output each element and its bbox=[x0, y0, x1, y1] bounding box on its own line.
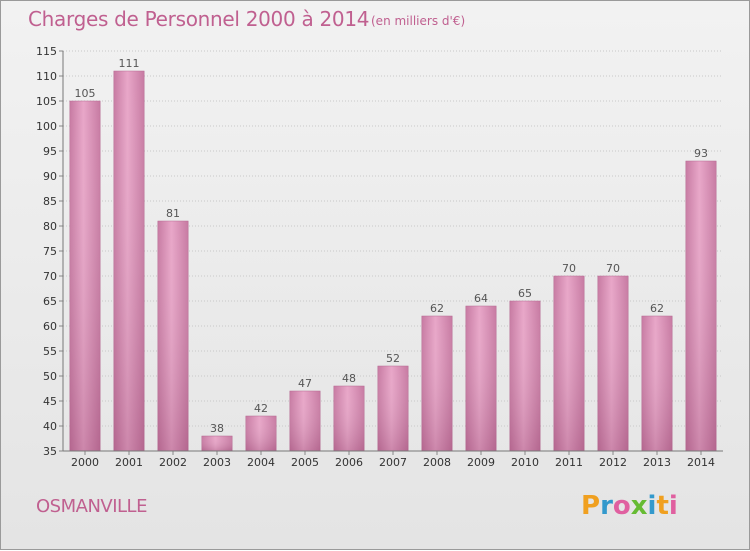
y-tick-label: 115 bbox=[36, 45, 57, 58]
value-label: 111 bbox=[119, 57, 140, 70]
y-tick-label: 35 bbox=[43, 445, 57, 458]
bar-shade bbox=[553, 276, 585, 451]
logo-letter: x bbox=[630, 491, 648, 521]
y-tick-label: 65 bbox=[43, 295, 57, 308]
bar-shade bbox=[509, 301, 541, 451]
x-tick-label: 2001 bbox=[115, 456, 143, 469]
value-label: 52 bbox=[386, 352, 400, 365]
logo-letter: P bbox=[581, 491, 601, 521]
bar-shade bbox=[685, 161, 717, 451]
y-tick-label: 45 bbox=[43, 395, 57, 408]
y-tick-label: 75 bbox=[43, 245, 57, 258]
value-label: 81 bbox=[166, 207, 180, 220]
bar-shade bbox=[333, 386, 365, 451]
value-label: 62 bbox=[430, 302, 444, 315]
bar-shade bbox=[157, 221, 189, 451]
y-axis-ticks: 35 40 45 50 55 60 65 70 75 80 85 90 95 100 105 110 115 bbox=[36, 45, 63, 458]
y-tick-label: 100 bbox=[36, 120, 57, 133]
commune-name: OSMANVILLE bbox=[36, 496, 147, 517]
x-tick-label: 2010 bbox=[511, 456, 539, 469]
value-label: 105 bbox=[75, 87, 96, 100]
x-tick-label: 2013 bbox=[643, 456, 671, 469]
value-label: 62 bbox=[650, 302, 664, 315]
y-tick-label: 85 bbox=[43, 195, 57, 208]
bar-shade bbox=[289, 391, 321, 451]
value-label: 38 bbox=[210, 422, 224, 435]
logo-letter: t bbox=[656, 491, 669, 521]
logo-letter: o bbox=[612, 491, 631, 521]
value-label: 65 bbox=[518, 287, 532, 300]
axes bbox=[62, 51, 723, 452]
logo-letter: r bbox=[600, 491, 613, 521]
y-tick-label: 70 bbox=[43, 270, 57, 283]
x-tick-label: 2009 bbox=[467, 456, 495, 469]
x-tick-label: 2012 bbox=[599, 456, 627, 469]
bars bbox=[69, 70, 717, 452]
x-tick-label: 2006 bbox=[335, 456, 363, 469]
y-tick-label: 90 bbox=[43, 170, 57, 183]
bar-shade bbox=[69, 101, 101, 451]
x-tick-label: 2004 bbox=[247, 456, 275, 469]
x-tick-label: 2005 bbox=[291, 456, 319, 469]
value-label: 42 bbox=[254, 402, 268, 415]
value-label: 47 bbox=[298, 377, 312, 390]
value-label: 70 bbox=[606, 262, 620, 275]
value-label: 48 bbox=[342, 372, 356, 385]
value-label: 93 bbox=[694, 147, 708, 160]
y-tick-label: 110 bbox=[36, 70, 57, 83]
y-tick-label: 50 bbox=[43, 370, 57, 383]
chart-subtitle: (en milliers d'€) bbox=[371, 14, 466, 28]
x-tick-label: 2014 bbox=[687, 456, 715, 469]
y-tick-label: 60 bbox=[43, 320, 57, 333]
bar-shade bbox=[641, 316, 673, 451]
x-tick-label: 2000 bbox=[71, 456, 99, 469]
bar-shade bbox=[113, 71, 145, 451]
y-tick-label: 80 bbox=[43, 220, 57, 233]
y-tick-label: 105 bbox=[36, 95, 57, 108]
logo-letter: i bbox=[668, 491, 678, 521]
value-labels: 105 111 81 38 42 47 48 52 62 64 65 70 70 62 93 bbox=[75, 57, 709, 435]
chart-title: Charges de Personnel 2000 à 2014 bbox=[28, 7, 370, 31]
y-tick-label: 95 bbox=[43, 145, 57, 158]
y-tick-label: 55 bbox=[43, 345, 57, 358]
bar-shade bbox=[245, 416, 277, 451]
x-tick-label: 2003 bbox=[203, 456, 231, 469]
proxiti-logo: Proxiti bbox=[581, 491, 678, 521]
bar-shade bbox=[377, 366, 409, 451]
x-tick-label: 2007 bbox=[379, 456, 407, 469]
bar-shade bbox=[597, 276, 629, 451]
bar-shade bbox=[465, 306, 497, 451]
y-tick-label: 40 bbox=[43, 420, 57, 433]
value-label: 70 bbox=[562, 262, 576, 275]
value-label: 64 bbox=[474, 292, 488, 305]
bar-shade bbox=[201, 436, 233, 451]
x-tick-label: 2002 bbox=[159, 456, 187, 469]
logo-letter: i bbox=[647, 491, 657, 521]
x-axis-ticks: 2000 2001 2002 2003 2004 2005 2006 2007 2008 2009… bbox=[71, 451, 715, 469]
bar-shade bbox=[421, 316, 453, 451]
x-tick-label: 2008 bbox=[423, 456, 451, 469]
x-tick-label: 2011 bbox=[555, 456, 583, 469]
